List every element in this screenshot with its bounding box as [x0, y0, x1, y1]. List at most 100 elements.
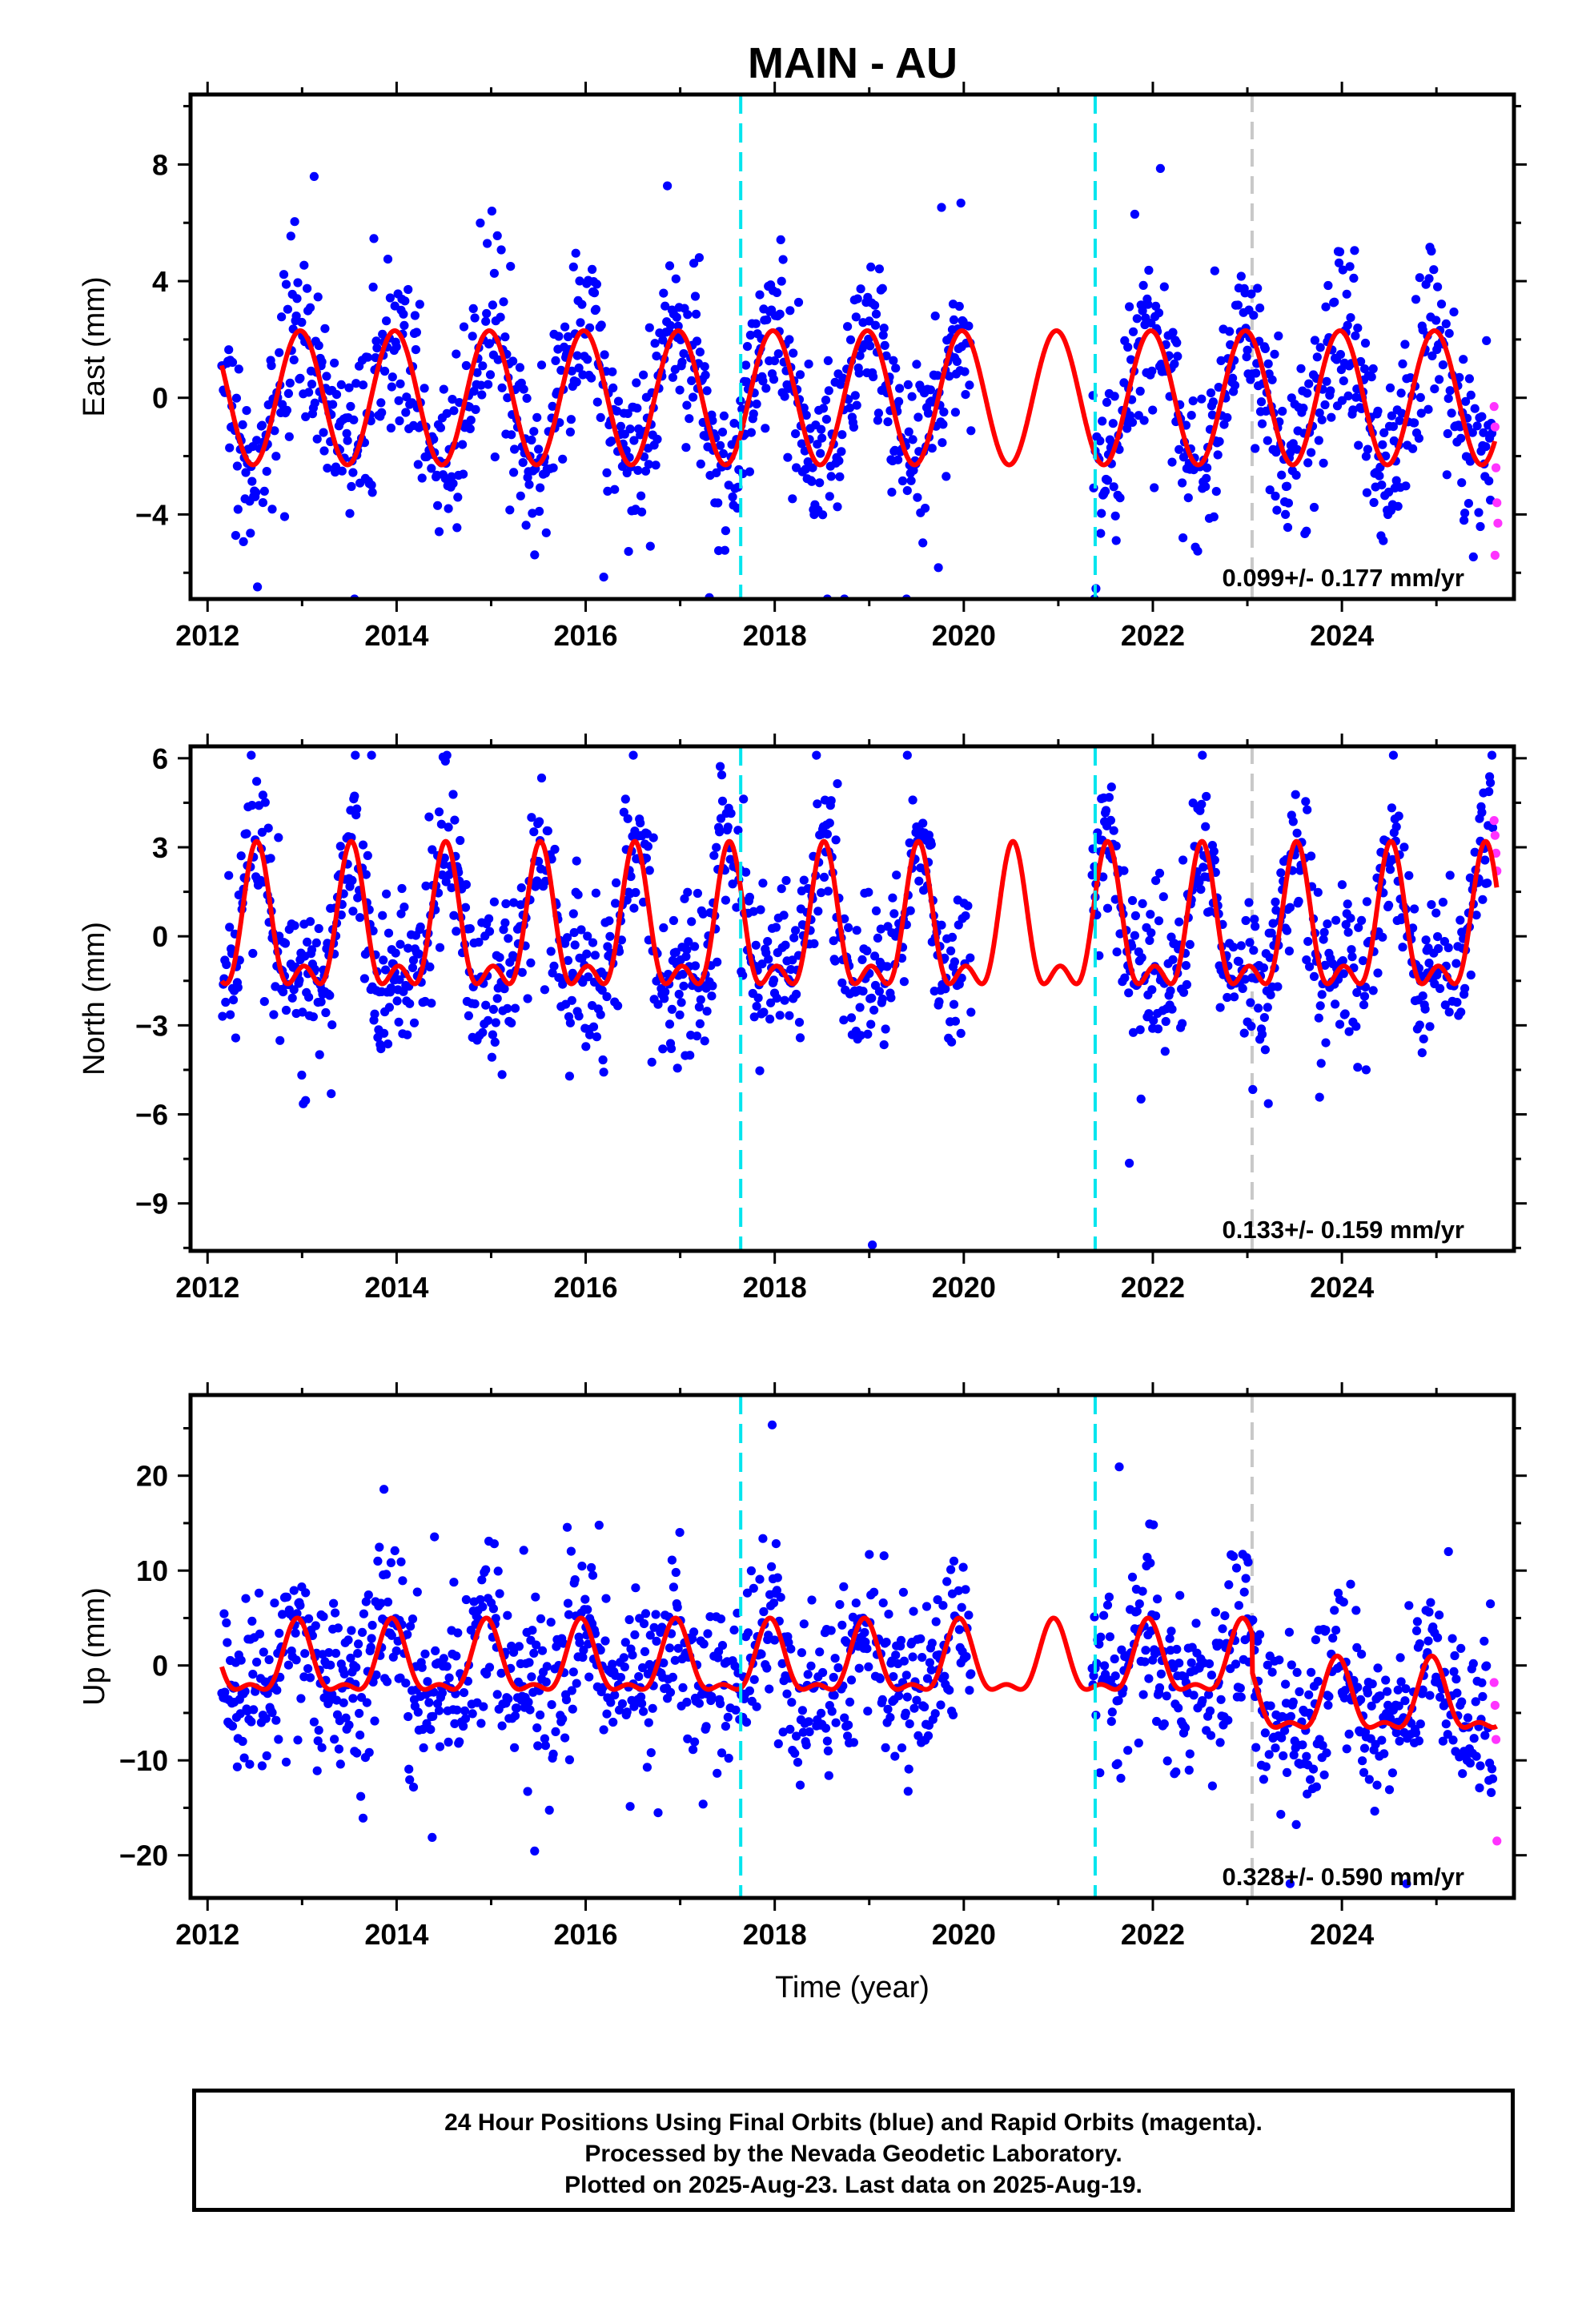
final-orbit-point	[572, 377, 581, 387]
final-orbit-point	[611, 899, 620, 908]
final-orbit-point	[383, 1597, 393, 1607]
final-orbit-point	[665, 1687, 676, 1697]
final-orbit-point	[434, 1706, 444, 1715]
final-orbit-point	[1152, 1716, 1162, 1727]
final-orbit-point	[1114, 1695, 1123, 1706]
final-orbit-point	[745, 330, 756, 340]
final-orbit-point	[550, 844, 560, 854]
final-orbit-point	[1359, 1743, 1370, 1753]
final-orbit-point	[651, 460, 661, 470]
final-orbit-point	[1106, 815, 1115, 825]
final-orbit-point	[775, 1011, 785, 1020]
final-orbit-point	[413, 1707, 423, 1717]
final-orbit-point	[941, 984, 950, 994]
final-orbit-point	[223, 1638, 232, 1647]
final-orbit-point	[247, 801, 257, 810]
final-orbit-point	[1339, 1598, 1348, 1607]
final-orbit-point	[762, 1663, 772, 1673]
final-orbit-point	[254, 1588, 264, 1598]
final-orbit-point	[673, 1643, 683, 1653]
final-orbit-point	[663, 181, 673, 191]
final-orbit-point	[257, 1761, 267, 1771]
final-orbit-point	[759, 1007, 769, 1017]
final-orbit-point	[228, 995, 239, 1005]
final-orbit-point	[799, 875, 809, 885]
final-orbit-point	[1282, 926, 1292, 935]
final-orbit-point	[460, 903, 471, 912]
final-orbit-point	[351, 750, 360, 760]
final-orbit-point	[879, 1551, 889, 1561]
final-orbit-point	[1245, 938, 1255, 947]
final-orbit-point	[444, 504, 453, 513]
final-orbit-point	[1295, 1687, 1304, 1697]
final-orbit-point	[485, 370, 496, 380]
final-orbit-point	[241, 1594, 251, 1603]
final-orbit-point	[584, 1672, 594, 1682]
final-orbit-point	[267, 505, 277, 514]
final-orbit-point	[1220, 1611, 1230, 1621]
final-orbit-point	[1319, 458, 1328, 468]
final-orbit-point	[903, 1787, 913, 1796]
final-orbit-point	[1368, 364, 1378, 374]
final-orbit-point	[1178, 478, 1187, 488]
final-orbit-point	[1266, 990, 1275, 999]
final-orbit-point	[752, 399, 761, 409]
final-orbit-point	[1276, 868, 1286, 878]
final-orbit-point	[1488, 823, 1498, 833]
final-orbit-point	[791, 429, 801, 439]
final-orbit-point	[535, 817, 544, 826]
final-orbit-point	[745, 467, 755, 476]
final-orbit-point	[534, 444, 544, 454]
final-orbit-point	[741, 377, 752, 387]
final-orbit-point	[279, 270, 289, 279]
final-orbit-point	[1101, 486, 1110, 497]
final-orbit-point	[1423, 404, 1433, 414]
final-orbit-point	[348, 468, 358, 477]
final-orbit-point	[749, 1012, 759, 1022]
final-orbit-point	[459, 469, 468, 479]
final-orbit-point	[1477, 1678, 1487, 1687]
final-orbit-point	[950, 408, 960, 417]
final-orbit-point	[1265, 953, 1275, 963]
final-orbit-point	[776, 235, 785, 244]
final-orbit-point	[938, 438, 947, 448]
final-orbit-point	[1364, 1775, 1374, 1784]
final-orbit-point	[543, 826, 552, 836]
final-orbit-point	[404, 943, 413, 953]
final-orbit-point	[773, 1739, 783, 1749]
final-orbit-point	[563, 332, 573, 342]
final-orbit-point	[913, 493, 922, 502]
final-orbit-point	[367, 1634, 376, 1643]
final-orbit-point	[262, 1751, 271, 1761]
final-orbit-point	[269, 1010, 279, 1019]
final-orbit-point	[668, 1672, 678, 1682]
final-orbit-point	[617, 1699, 628, 1709]
final-orbit-point	[769, 1635, 780, 1645]
final-orbit-point	[247, 750, 256, 760]
final-orbit-point	[1209, 512, 1219, 522]
x-tick-label: 2016	[553, 619, 617, 652]
final-orbit-point	[1478, 895, 1488, 904]
final-orbit-point	[366, 1642, 375, 1652]
final-orbit-point	[1418, 991, 1427, 1001]
final-orbit-point	[566, 415, 576, 424]
final-orbit-point	[1482, 1661, 1492, 1671]
final-orbit-point	[1277, 470, 1287, 480]
final-orbit-point	[824, 1771, 833, 1780]
final-orbit-point	[1197, 394, 1207, 404]
final-orbit-point	[377, 408, 387, 417]
final-orbit-point	[650, 339, 660, 348]
final-orbit-point	[639, 1618, 649, 1629]
final-orbit-point	[871, 906, 881, 915]
final-orbit-point	[644, 323, 654, 332]
final-orbit-point	[794, 1018, 805, 1027]
x-tick-label: 2018	[743, 619, 807, 652]
final-orbit-point	[1138, 1690, 1148, 1699]
final-orbit-point	[1185, 939, 1195, 949]
final-orbit-point	[224, 870, 234, 880]
x-tick-label: 2016	[553, 1271, 617, 1304]
final-orbit-point	[1447, 1634, 1457, 1643]
final-orbit-point	[1127, 895, 1138, 906]
final-orbit-point	[1448, 1735, 1458, 1745]
